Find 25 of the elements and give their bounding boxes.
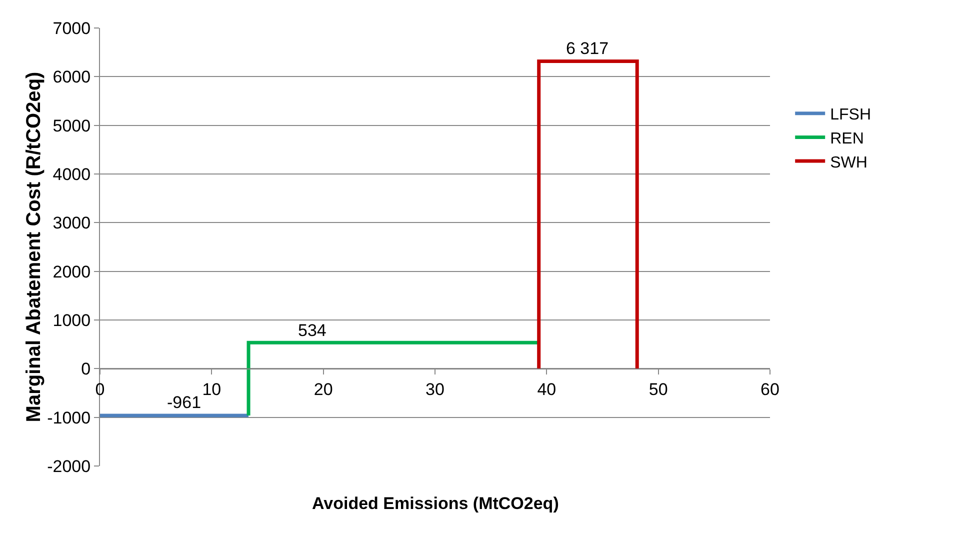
annotation: 534 [298, 321, 326, 340]
y-tick-label: 0 [81, 360, 91, 379]
y-tick-label: -2000 [47, 456, 91, 476]
y-tick-label: 5000 [52, 116, 91, 136]
annotation: 6 317 [566, 39, 609, 58]
y-tick-label: 2000 [52, 262, 91, 282]
y-tick-label: 1000 [52, 310, 91, 330]
legend-label: REN [830, 130, 864, 148]
y-tick-label: 6000 [52, 68, 91, 87]
x-axis-title: Avoided Emissions (MtCO2eq) [312, 494, 559, 513]
x-tick-label: 20 [314, 380, 333, 400]
y-tick-label: 3000 [52, 214, 91, 233]
legend-label: LFSH [830, 106, 872, 124]
x-tick-label: 60 [760, 380, 780, 400]
y-axis-title: Marginal Abatement Cost (R/tCO2eq) [23, 72, 46, 422]
y-tick-label: -1000 [47, 408, 91, 428]
y-tick-label: 4000 [52, 164, 91, 184]
legend-label: SWH [830, 154, 868, 172]
x-tick-label: 40 [537, 380, 556, 400]
x-tick-label: 0 [95, 380, 105, 400]
x-tick-label: 30 [426, 380, 444, 400]
y-tick-label: 7000 [52, 18, 91, 38]
x-tick-label: 10 [202, 380, 222, 400]
annotation: -961 [167, 393, 202, 412]
x-tick-label: 50 [648, 380, 668, 400]
